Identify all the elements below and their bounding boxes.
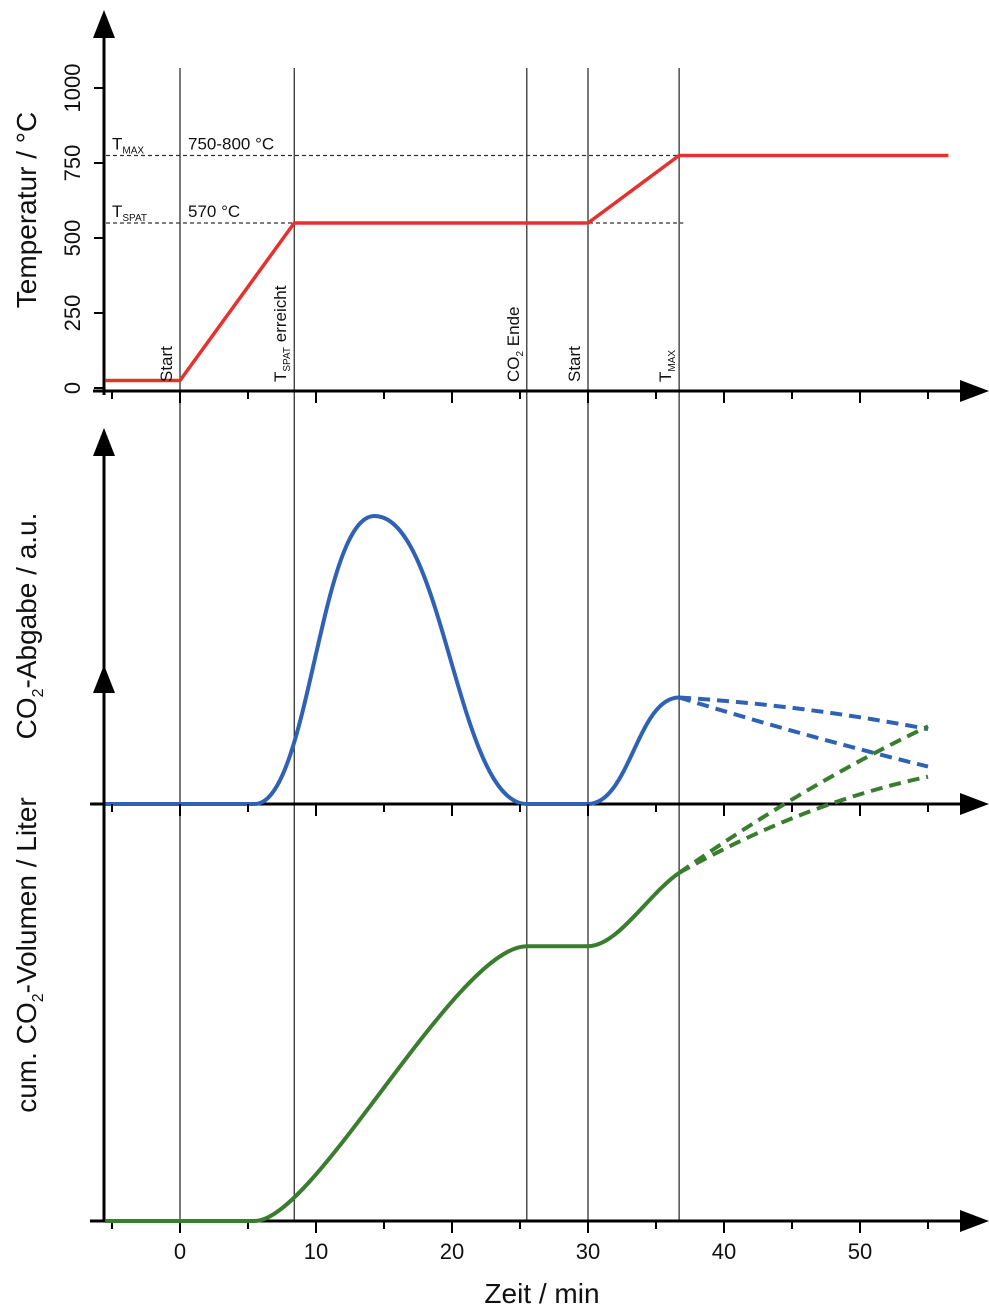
temperature-y-arrow: [93, 10, 115, 38]
event-label-4: TMAX: [656, 350, 678, 382]
emission-y-title-suffix: -Abgabe / a.u.: [11, 513, 42, 689]
event-label-2: CO2 Ende: [504, 307, 526, 383]
x-tick-label-3: 30: [576, 1239, 600, 1264]
temperature-line: [105, 153, 949, 383]
emission-y-title-sub: 2: [30, 688, 47, 697]
reference-label-1: TSPAT: [112, 202, 147, 224]
event-label-1: TSPAT erreicht: [271, 285, 293, 382]
emission-x-arrow: [960, 793, 989, 815]
time-x-axis-title: Zeit / min: [484, 1278, 599, 1309]
emission-line: [105, 513, 680, 807]
event-lines: [179, 68, 680, 1221]
cumulative-dashed-upper: [677, 724, 929, 875]
temperature-x-arrow: [960, 380, 989, 402]
temperature-y-tick-label-4: 1000: [60, 64, 85, 113]
event-label-3: Start: [565, 346, 584, 382]
x-tick-label-5: 50: [848, 1239, 872, 1264]
event-label-main-4: T: [656, 372, 675, 382]
temperature-y-axis-title: Temperatur / °C: [11, 112, 42, 308]
cumulative-y-axis-title: cum. CO2-Volumen / Liter: [11, 797, 47, 1112]
event-label-rest-2: Ende: [504, 307, 523, 351]
time-x-ticks: 0 10 20 30 40 50: [111, 391, 929, 1264]
emission-dashed-upper: [678, 695, 929, 732]
event-label-main-2: CO: [504, 357, 523, 383]
cumulative-y-title-sub: 2: [30, 993, 47, 1002]
reference-value-0: 750-800 °C: [188, 135, 274, 154]
x-tick-label-4: 40: [712, 1239, 736, 1264]
event-label-sub-2: 2: [515, 351, 526, 357]
cumulative-panel: 0 10 20 30 40 50 cum. CO2-Volumen / Liter Zei…: [11, 391, 989, 1309]
cumulative-y-arrow: [93, 665, 115, 693]
cumulative-y-title-suffix: -Volumen / Liter: [11, 797, 42, 993]
event-label-main-1: T: [271, 372, 290, 382]
x-tick-label-2: 20: [440, 1239, 464, 1264]
reference-label-main-1: T: [112, 202, 122, 221]
reference-label-0: TMAX: [112, 135, 144, 157]
cumulative-dashed-lower: [678, 774, 929, 875]
emission-y-arrow: [93, 428, 115, 456]
reference-label-sub-1: SPAT: [122, 213, 147, 224]
event-label-sub-4: MAX: [667, 350, 678, 372]
emission-y-title-prefix: CO: [11, 697, 42, 739]
emission-y-axis-title: CO2-Abgabe / a.u.: [11, 513, 47, 740]
cumulative-line: [105, 871, 681, 1223]
reference-label-main-0: T: [112, 135, 122, 154]
temperature-y-ticks: 0 250 500 750 1000: [60, 64, 104, 394]
x-tick-label-0: 0: [174, 1239, 186, 1264]
temperature-y-tick-label-0: 0: [60, 382, 85, 394]
temperature-y-tick-label-1: 250: [60, 295, 85, 332]
reference-value-1: 570 °C: [188, 202, 240, 221]
temperature-y-tick-label-3: 750: [60, 145, 85, 182]
event-label-0: Start: [157, 346, 176, 382]
cumulative-x-arrow: [960, 1210, 989, 1232]
temperature-y-tick-label-2: 500: [60, 220, 85, 257]
x-tick-label-1: 10: [304, 1239, 328, 1264]
emission-panel: CO2-Abgabe / a.u.: [11, 428, 989, 815]
cumulative-y-title-prefix: cum. CO: [11, 1002, 42, 1112]
reference-label-sub-0: MAX: [122, 146, 144, 157]
event-label-rest-1: erreicht: [271, 285, 290, 347]
event-label-sub-1: SPAT: [282, 347, 293, 372]
